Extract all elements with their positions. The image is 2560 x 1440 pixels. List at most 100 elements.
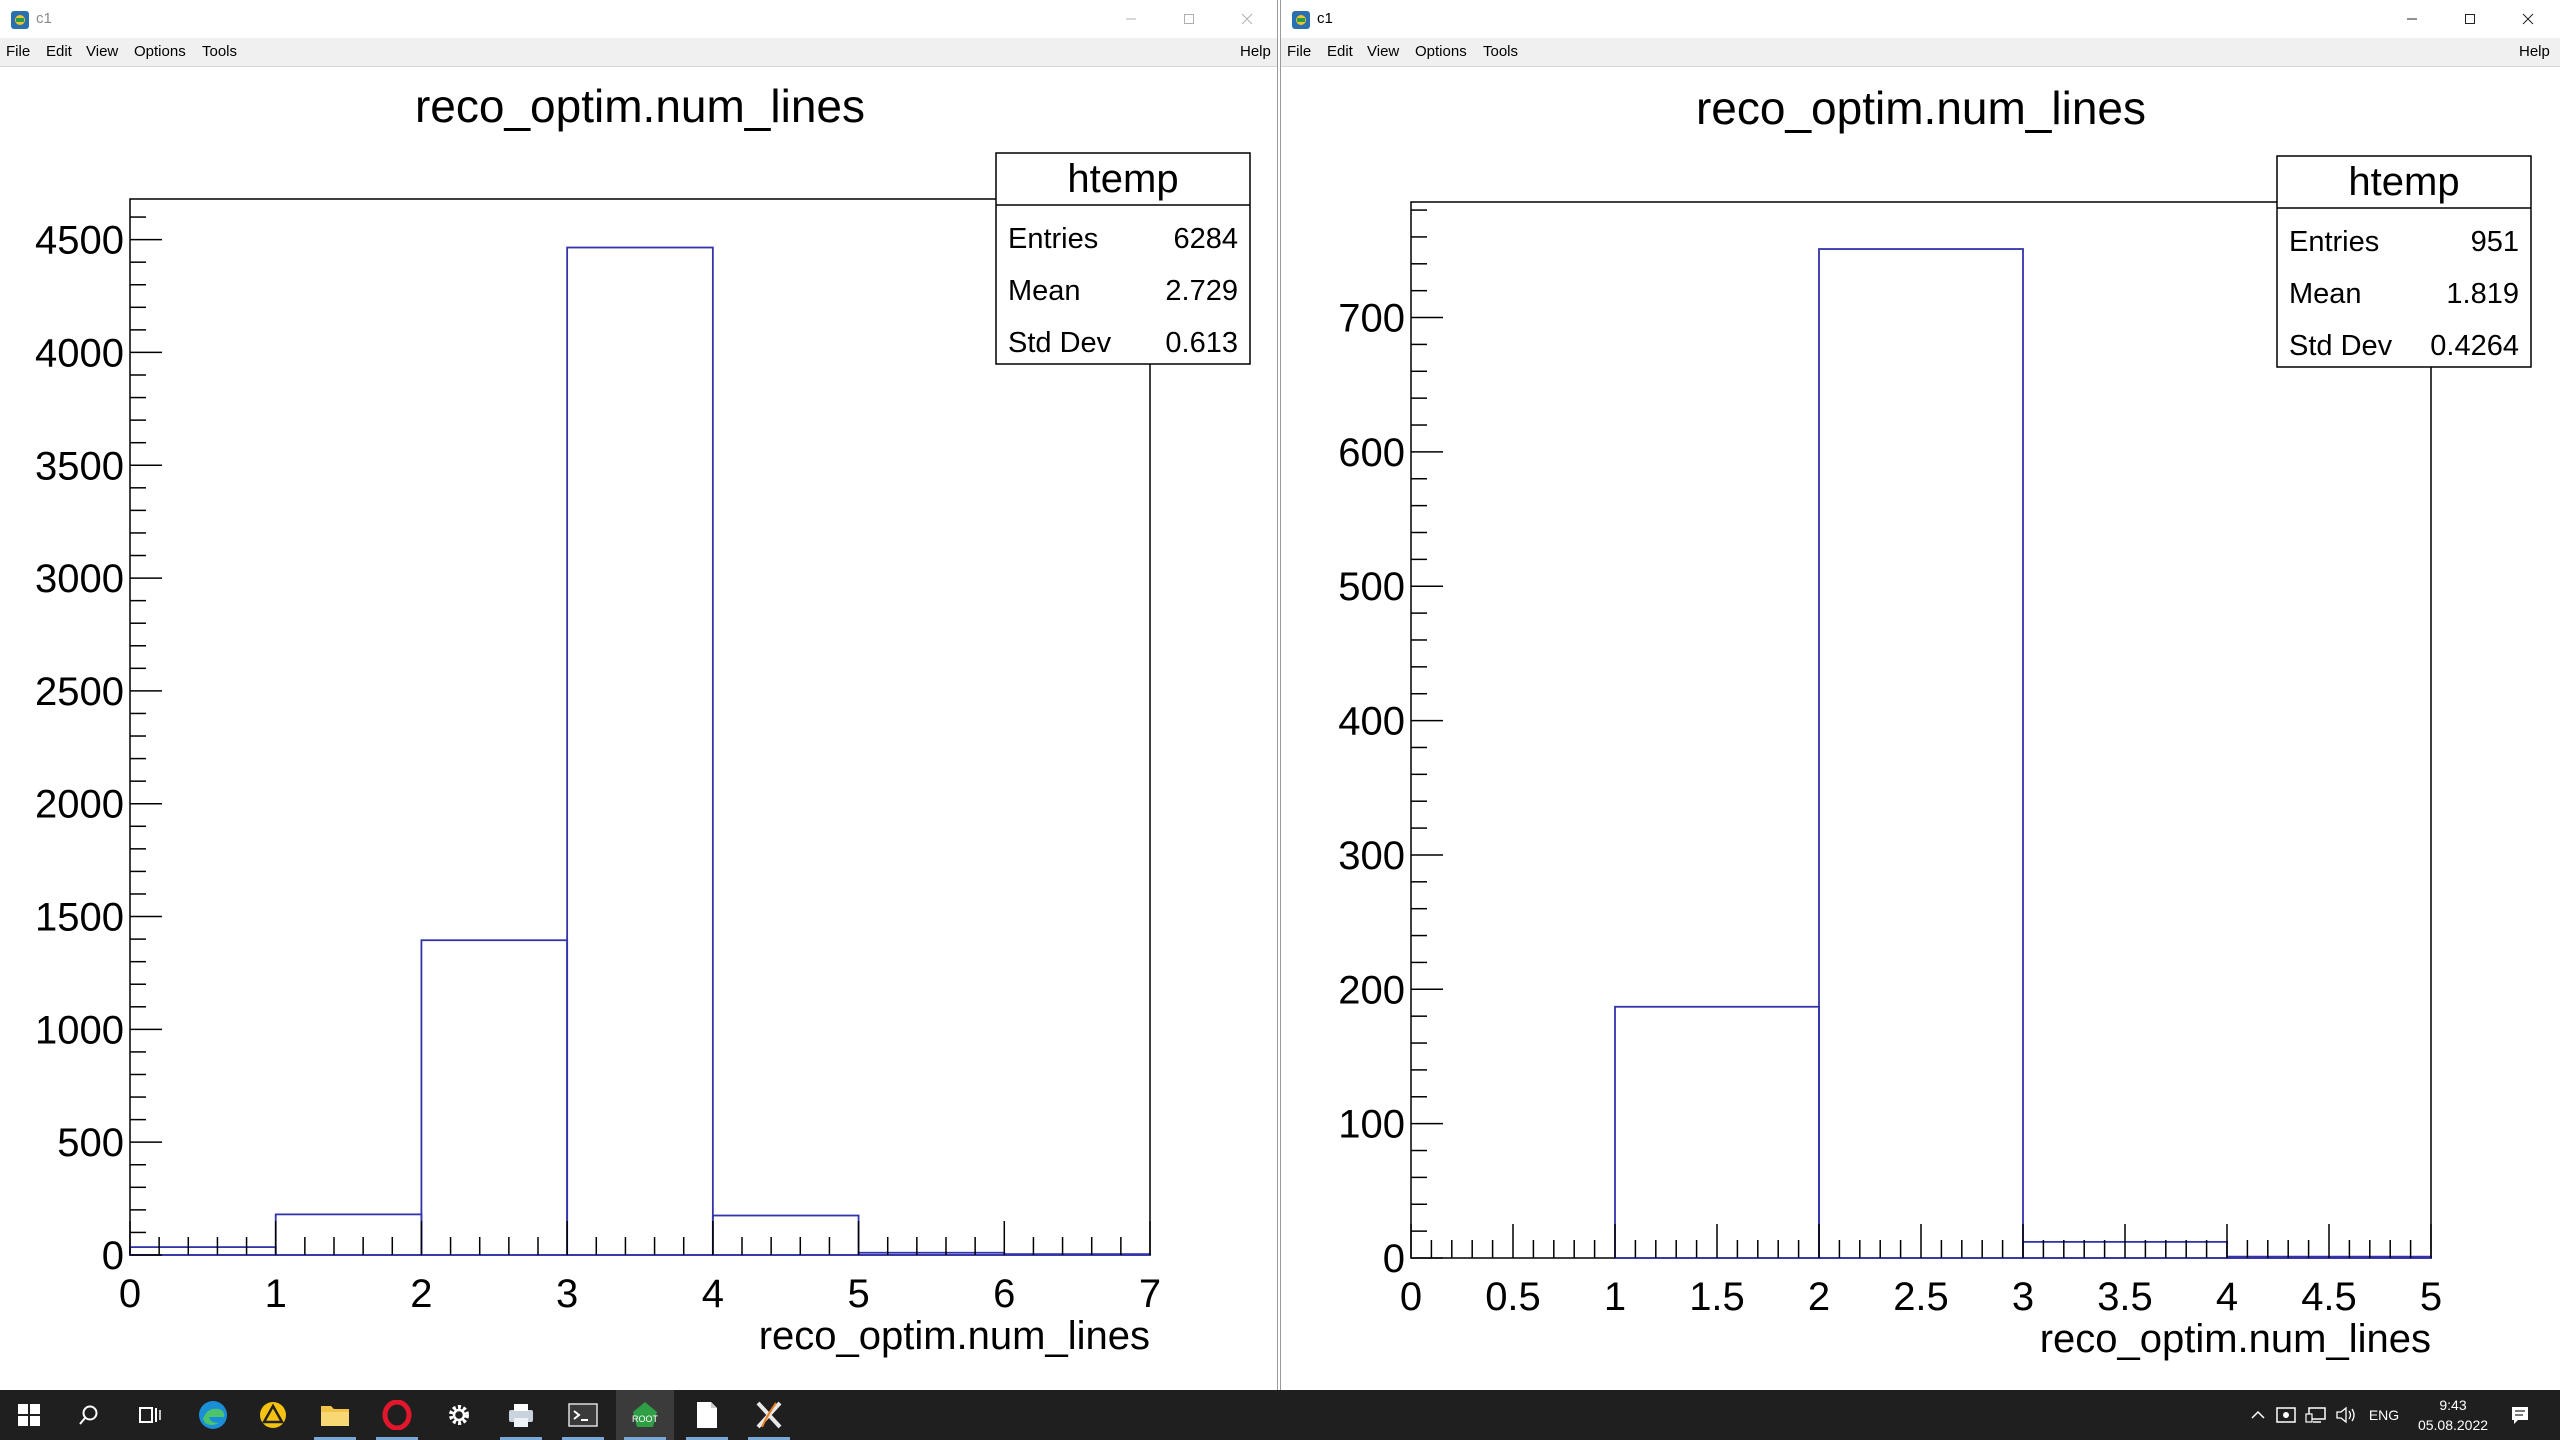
y-tick-label: 4000 bbox=[35, 331, 124, 375]
root-app-icon bbox=[11, 11, 29, 29]
histogram-bin bbox=[1003, 1253, 1151, 1256]
close-button[interactable] bbox=[2499, 0, 2557, 38]
chart-title: reco_optim.num_lines bbox=[1696, 82, 2146, 134]
histogram-bin bbox=[566, 246, 714, 1256]
taskbar-file-explorer[interactable] bbox=[306, 1390, 364, 1440]
y-tick-label: 100 bbox=[1338, 1103, 1405, 1147]
task-view-button[interactable] bbox=[120, 1390, 178, 1440]
window-title: c1 bbox=[1317, 10, 1333, 27]
stats-box bbox=[2276, 155, 2532, 368]
stats-value: 0.613 bbox=[1165, 327, 1238, 359]
search-button[interactable] bbox=[60, 1390, 118, 1440]
y-tick-label: 0 bbox=[102, 1234, 124, 1278]
x-tick-label: 4 bbox=[2216, 1275, 2238, 1319]
x-tick-label: 3 bbox=[556, 1272, 578, 1316]
menu-tools[interactable]: Tools bbox=[202, 43, 238, 60]
chart-title: reco_optim.num_lines bbox=[415, 80, 865, 132]
stats-value: 6284 bbox=[1173, 223, 1238, 255]
y-tick-label: 3500 bbox=[35, 444, 124, 488]
histogram-canvas[interactable]: reco_optim.num_lines 0 0.5 1 1.5 2 2.5 3 3.5 4 4.5… bbox=[1281, 67, 2559, 1389]
histogram-canvas[interactable]: reco_optim.num_lines 0 1 2 3 4 5 6 7 0 500 1000 1500… bbox=[0, 67, 1276, 1389]
y-tick-label: 200 bbox=[1338, 968, 1405, 1012]
menu-file[interactable]: File bbox=[6, 43, 31, 60]
stats-value: 0.4264 bbox=[2430, 330, 2519, 362]
root-canvas-window-left: c1 File Edit View Options Tools Help rec… bbox=[0, 0, 1278, 1390]
x-tick-label: 0.5 bbox=[1485, 1275, 1541, 1319]
histogram-bin bbox=[1818, 248, 2024, 1259]
menu-bar: File Edit View Options Tools Help bbox=[1281, 38, 2560, 67]
x-axis-label: reco_optim.num_lines bbox=[759, 1314, 1150, 1358]
menu-help[interactable]: Help bbox=[2519, 43, 2550, 60]
maximize-icon bbox=[2465, 14, 2475, 24]
x-tick-label: 3 bbox=[2012, 1275, 2034, 1319]
menu-options[interactable]: Options bbox=[134, 43, 186, 60]
x-tick-label: 5 bbox=[847, 1272, 869, 1316]
histogram-bin bbox=[420, 939, 569, 1256]
menu-tools[interactable]: Tools bbox=[1483, 43, 1519, 60]
taskbar: ROOT ENG 9:43 05.08.2022 bbox=[0, 1390, 2560, 1440]
x-tick-label: 1 bbox=[1604, 1275, 1626, 1319]
tray-app[interactable] bbox=[2272, 1390, 2300, 1440]
menu-file[interactable]: File bbox=[1287, 43, 1312, 60]
close-button[interactable] bbox=[1218, 0, 1276, 38]
minimize-button[interactable] bbox=[2383, 0, 2441, 38]
taskbar-printer-app[interactable] bbox=[492, 1390, 550, 1440]
x-tick-label: 2 bbox=[1808, 1275, 1830, 1319]
root-app-icon: ROOT bbox=[632, 1402, 659, 1427]
task-view-icon bbox=[139, 1407, 161, 1423]
histogram-bin bbox=[129, 1246, 277, 1256]
histogram-bin bbox=[274, 1213, 423, 1256]
start-button[interactable] bbox=[0, 1390, 58, 1440]
histogram-bin bbox=[711, 1214, 860, 1256]
title-bar[interactable]: c1 bbox=[0, 0, 1277, 38]
y-tick-label: 500 bbox=[1338, 565, 1405, 609]
stats-label: Std Dev bbox=[2289, 330, 2393, 362]
taskbar-warning-app[interactable] bbox=[244, 1390, 302, 1440]
y-tick-label: 2000 bbox=[35, 783, 124, 827]
stats-label: Entries bbox=[1008, 223, 1098, 255]
stats-box bbox=[995, 152, 1251, 365]
menu-help[interactable]: Help bbox=[1240, 43, 1271, 60]
taskbar-settings[interactable] bbox=[430, 1390, 488, 1440]
minimize-button[interactable] bbox=[1102, 0, 1160, 38]
maximize-button[interactable] bbox=[2441, 0, 2499, 38]
maximize-button[interactable] bbox=[1160, 0, 1218, 38]
menu-view[interactable]: View bbox=[86, 43, 119, 60]
title-bar[interactable]: c1 bbox=[1281, 0, 2560, 38]
taskbar-root[interactable]: ROOT bbox=[616, 1390, 674, 1440]
tray-language[interactable]: ENG bbox=[2362, 1390, 2406, 1440]
file-explorer-icon bbox=[321, 1406, 349, 1426]
menu-edit[interactable]: Edit bbox=[1327, 43, 1353, 60]
tray-app-icon bbox=[2276, 1407, 2296, 1423]
stats-value: 951 bbox=[2471, 226, 2519, 258]
x-tick-label: 4.5 bbox=[2301, 1275, 2357, 1319]
y-tick-label: 0 bbox=[1383, 1237, 1405, 1281]
menu-view[interactable]: View bbox=[1367, 43, 1400, 60]
x-tick-label: 2.5 bbox=[1893, 1275, 1949, 1319]
y-tick-label: 1000 bbox=[35, 1008, 124, 1052]
taskbar-x-server[interactable] bbox=[740, 1390, 798, 1440]
volume-icon bbox=[2336, 1406, 2355, 1424]
tray-notifications[interactable] bbox=[2500, 1390, 2540, 1440]
menu-options[interactable]: Options bbox=[1415, 43, 1467, 60]
tray-network[interactable] bbox=[2302, 1390, 2330, 1440]
x-tick-label: 1.5 bbox=[1689, 1275, 1745, 1319]
settings-gear-icon bbox=[449, 1405, 469, 1425]
taskbar-opera[interactable] bbox=[368, 1390, 426, 1440]
y-tick-label: 700 bbox=[1338, 297, 1405, 341]
histogram-bin bbox=[857, 1251, 1006, 1256]
root-app-icon bbox=[1292, 11, 1310, 29]
taskbar-notepad[interactable] bbox=[678, 1390, 736, 1440]
y-tick-label: 4500 bbox=[35, 219, 124, 263]
taskbar-clock[interactable]: 9:43 05.08.2022 bbox=[2408, 1395, 2498, 1435]
tray-volume[interactable] bbox=[2332, 1390, 2360, 1440]
minimize-icon bbox=[1126, 18, 1136, 20]
taskbar-terminal[interactable] bbox=[554, 1390, 612, 1440]
tray-overflow[interactable] bbox=[2246, 1390, 2270, 1440]
x-tick-label: 7 bbox=[1139, 1272, 1161, 1316]
notification-icon bbox=[2512, 1407, 2528, 1424]
taskbar-edge[interactable] bbox=[184, 1390, 242, 1440]
printer-app-icon bbox=[509, 1404, 533, 1427]
stats-value: 1.819 bbox=[2446, 278, 2519, 310]
menu-edit[interactable]: Edit bbox=[46, 43, 72, 60]
